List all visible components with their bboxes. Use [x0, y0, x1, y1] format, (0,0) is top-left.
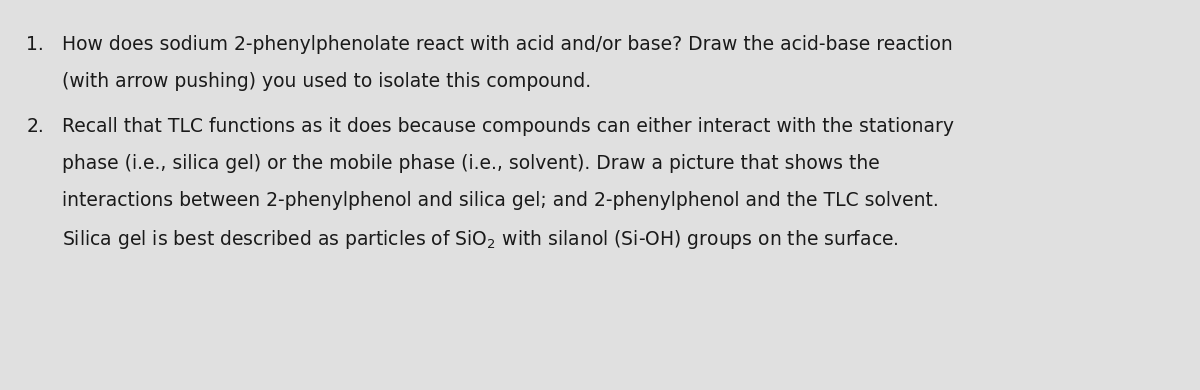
Text: (with arrow pushing) you used to isolate this compound.: (with arrow pushing) you used to isolate… — [62, 72, 592, 91]
Text: 1.: 1. — [26, 35, 44, 54]
Text: interactions between 2-phenylphenol and silica gel; and 2-phenylphenol and the T: interactions between 2-phenylphenol and … — [62, 191, 940, 210]
Text: phase (i.e., silica gel) or the mobile phase (i.e., solvent). Draw a picture tha: phase (i.e., silica gel) or the mobile p… — [62, 154, 880, 173]
Text: Recall that TLC functions as it does because compounds can either interact with : Recall that TLC functions as it does bec… — [62, 117, 954, 136]
Text: Silica gel is best described as particles of SiO$_2$ with silanol (Si-OH) groups: Silica gel is best described as particle… — [62, 228, 899, 251]
Text: How does sodium 2-phenylphenolate react with acid and/or base? Draw the acid-bas: How does sodium 2-phenylphenolate react … — [62, 35, 953, 54]
Text: 2.: 2. — [26, 117, 44, 136]
